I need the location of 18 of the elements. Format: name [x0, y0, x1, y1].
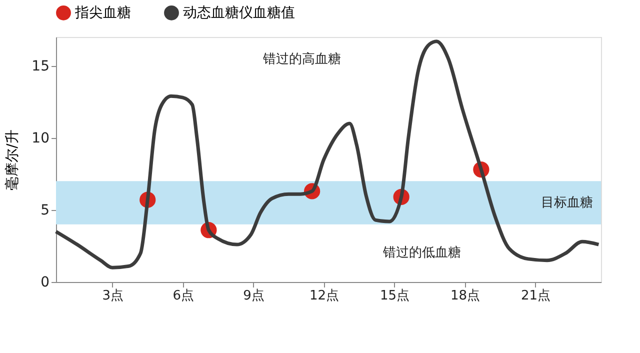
- x-tick-label: 15点: [380, 288, 410, 304]
- x-tick-label: 18点: [450, 288, 480, 304]
- y-tick-label: 15: [32, 58, 50, 74]
- x-tick-label: 3点: [102, 288, 124, 304]
- y-tick-label: 10: [32, 130, 50, 146]
- x-tick-label: 9点: [243, 288, 264, 304]
- y-tick-label: 0: [40, 274, 50, 290]
- x-tick-label: 21点: [520, 288, 550, 304]
- annotation: 错过的高血糖: [262, 51, 342, 68]
- legend-label: 指尖血糖: [74, 4, 131, 21]
- line-series: [54, 40, 600, 270]
- annotation: 错过的低血糖: [382, 246, 461, 261]
- x-tick-label: 12点: [310, 288, 340, 304]
- y-tick-label: 5: [40, 202, 50, 218]
- y-axis-title: 毫摩尔/升: [4, 130, 21, 190]
- legend-label: 动态血糖仪血糖值: [183, 4, 295, 21]
- band-label: 目标血糖: [541, 196, 593, 211]
- x-tick-label: 6点: [172, 288, 194, 304]
